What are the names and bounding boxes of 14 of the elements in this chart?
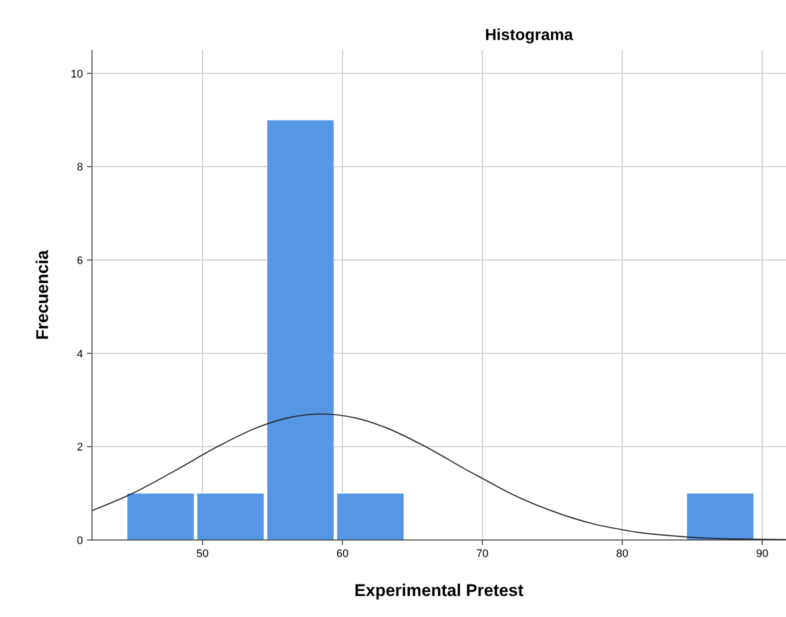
y-tick-label: 6 xyxy=(76,255,83,267)
x-tick-label: 60 xyxy=(336,548,349,560)
x-tick-label: 90 xyxy=(756,548,768,560)
y-tick-label: 8 xyxy=(76,162,83,174)
x-tick-label: 80 xyxy=(616,548,628,560)
x-tick-label: 50 xyxy=(196,548,209,560)
y-axis-title: Frecuencia xyxy=(33,250,52,340)
x-axis-title: Experimental Pretest xyxy=(354,581,524,600)
chart-title: Histograma xyxy=(484,27,574,44)
x-tick-label: 70 xyxy=(476,548,488,560)
y-tick-label: 10 xyxy=(70,68,83,80)
y-tick-label: 0 xyxy=(76,535,83,547)
y-tick-label: 4 xyxy=(76,348,83,360)
y-tick-label: 2 xyxy=(76,442,83,454)
